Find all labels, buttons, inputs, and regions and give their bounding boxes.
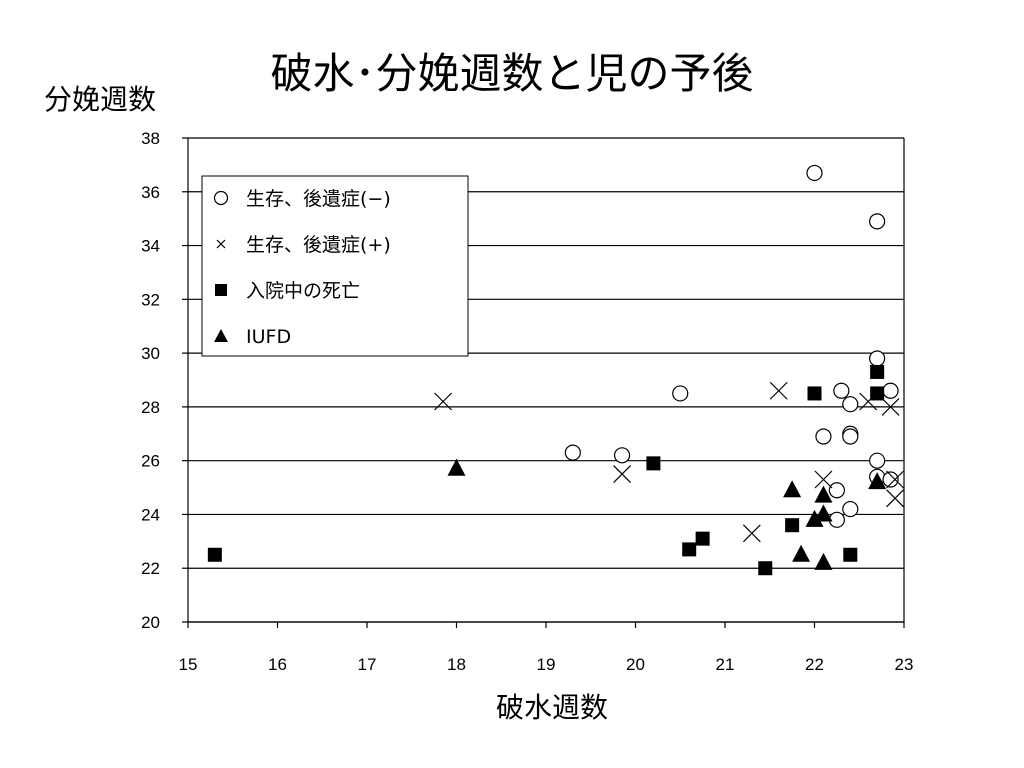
circle-marker bbox=[833, 382, 850, 399]
x-marker bbox=[434, 392, 452, 411]
square-marker bbox=[870, 364, 885, 379]
circle-marker bbox=[869, 452, 886, 469]
x-marker bbox=[742, 524, 761, 543]
circle-marker bbox=[613, 447, 631, 464]
x-marker bbox=[613, 465, 631, 484]
x-stroke bbox=[886, 470, 904, 489]
square-marker bbox=[695, 531, 710, 546]
square-marker bbox=[785, 518, 800, 533]
x-tick-label: 16 bbox=[268, 655, 287, 674]
square-marker bbox=[646, 456, 661, 471]
x-stroke bbox=[769, 381, 788, 400]
circle-marker bbox=[882, 382, 899, 399]
circle-marker bbox=[869, 350, 886, 367]
circle-marker bbox=[869, 213, 886, 230]
x-tick-label: 22 bbox=[805, 655, 824, 674]
legend-circle-icon bbox=[213, 190, 229, 206]
legend-entry-label: 生存、後遺症(+) bbox=[246, 234, 391, 256]
x-tick-label: 15 bbox=[179, 655, 198, 674]
y-tick-label: 20 bbox=[141, 613, 160, 632]
x-tick-label: 18 bbox=[447, 655, 466, 674]
square-marker bbox=[758, 561, 773, 576]
square-marker bbox=[870, 386, 885, 401]
legend-entry-label: IUFD bbox=[246, 326, 291, 348]
x-tick-label: 19 bbox=[537, 655, 556, 674]
triangle-marker bbox=[814, 485, 833, 503]
y-tick-label: 38 bbox=[141, 129, 160, 148]
x-tick-label: 23 bbox=[895, 655, 914, 674]
x-tick-label: 20 bbox=[626, 655, 645, 674]
y-tick-label: 30 bbox=[141, 344, 160, 363]
x-stroke bbox=[216, 239, 226, 249]
triangle-marker bbox=[783, 480, 802, 498]
triangle-marker bbox=[805, 509, 824, 527]
circle-marker bbox=[672, 385, 689, 402]
circle-marker bbox=[828, 511, 845, 528]
triangle-marker bbox=[792, 544, 811, 562]
x-axis-label: 破水週数 bbox=[495, 691, 608, 724]
x-marker bbox=[769, 381, 788, 400]
gridlines bbox=[188, 137, 905, 623]
y-tick-label: 34 bbox=[141, 237, 160, 256]
y-tick-label: 32 bbox=[141, 290, 160, 309]
axes: 20 22 24 26 28 30 32 34 36 38 15 16 17 18 19 20 21 22 23 bbox=[141, 129, 913, 674]
y-tick-label: 24 bbox=[141, 505, 160, 524]
circle-marker bbox=[564, 444, 581, 461]
y-tick-label: 36 bbox=[141, 183, 160, 202]
x-marker bbox=[886, 470, 904, 489]
x-stroke bbox=[886, 489, 904, 508]
legend: 生存、後遺症(−) 生存、後遺症(+) 入院中の死亡 IUFD bbox=[201, 175, 469, 357]
y-tick-label: 28 bbox=[141, 398, 160, 417]
triangle-marker bbox=[447, 458, 466, 476]
legend-triangle-icon bbox=[214, 329, 228, 342]
chart-title: 破水･分娩週数と児の予後 bbox=[270, 49, 754, 98]
square-marker bbox=[682, 542, 697, 557]
circle-marker bbox=[842, 500, 859, 518]
circle-marker bbox=[806, 164, 823, 182]
y-tick-label: 22 bbox=[141, 559, 160, 578]
x-stroke bbox=[613, 465, 631, 484]
circle-marker bbox=[842, 396, 859, 413]
x-tick-label: 21 bbox=[716, 655, 735, 674]
square-marker bbox=[207, 547, 222, 562]
x-stroke bbox=[881, 397, 900, 416]
x-stroke bbox=[814, 470, 833, 489]
legend-entry-label: 入院中の死亡 bbox=[246, 280, 360, 302]
y-axis-label: 分娩週数 bbox=[44, 83, 157, 116]
x-marker bbox=[814, 470, 833, 489]
y-tick-label: 26 bbox=[141, 452, 160, 471]
x-stroke bbox=[434, 392, 452, 411]
triangle-marker bbox=[814, 552, 833, 570]
legend-x-icon bbox=[216, 239, 226, 249]
legend-square-icon bbox=[215, 284, 227, 296]
triangle-marker bbox=[868, 472, 887, 490]
x-stroke bbox=[742, 524, 761, 543]
x-marker bbox=[886, 489, 904, 508]
triangle-marker bbox=[814, 504, 833, 522]
legend-box bbox=[201, 175, 469, 357]
square-marker bbox=[843, 547, 858, 562]
x-marker bbox=[881, 397, 900, 416]
data-points bbox=[207, 164, 904, 576]
square-marker bbox=[807, 386, 822, 401]
x-tick-label: 17 bbox=[358, 655, 377, 674]
circle-marker bbox=[882, 471, 899, 488]
legend-entry-label: 生存、後遺症(−) bbox=[246, 188, 391, 210]
circle-marker bbox=[828, 482, 845, 499]
circle-marker bbox=[815, 428, 832, 445]
circle-marker bbox=[842, 428, 859, 445]
